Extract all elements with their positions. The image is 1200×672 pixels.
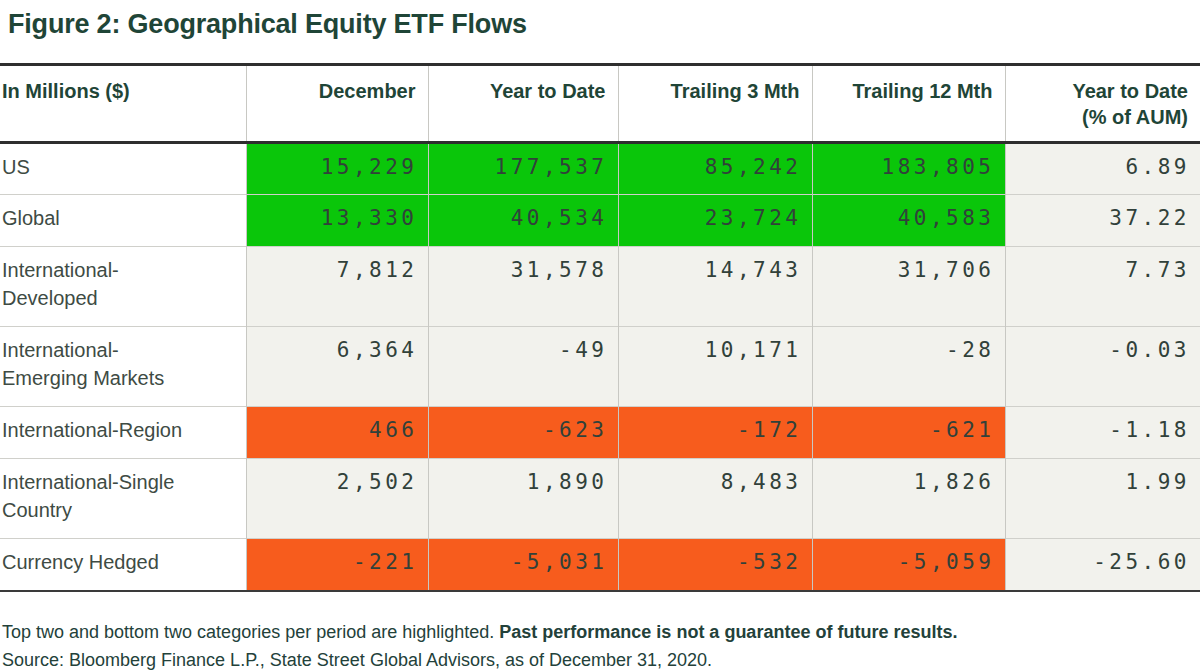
cell-value: 40,583 bbox=[812, 195, 1005, 247]
source-line: Source: Bloomberg Finance L.P., State St… bbox=[2, 646, 1200, 672]
row-label: International-Region bbox=[0, 407, 246, 459]
cell-value: -0.03 bbox=[1005, 327, 1200, 407]
header-row: In Millions ($) December Year to Date Tr… bbox=[0, 65, 1200, 143]
footnotes: Top two and bottom two categories per pe… bbox=[2, 618, 1200, 672]
table-row-international-region: International-Region 466 -623 -172 -621 … bbox=[0, 407, 1200, 459]
cell-value: 6,364 bbox=[246, 327, 428, 407]
column-header-in-millions: In Millions ($) bbox=[0, 65, 246, 143]
cell-value: -49 bbox=[428, 327, 618, 407]
row-label: International-Single Country bbox=[0, 459, 246, 539]
cell-value: 177,537 bbox=[428, 143, 618, 195]
cell-value: 6.89 bbox=[1005, 143, 1200, 195]
cell-value: 466 bbox=[246, 407, 428, 459]
cell-value: 1,826 bbox=[812, 459, 1005, 539]
cell-value: 14,743 bbox=[618, 247, 812, 327]
row-label: International- Developed bbox=[0, 247, 246, 327]
cell-value: -532 bbox=[618, 539, 812, 591]
row-label: International- Emerging Markets bbox=[0, 327, 246, 407]
column-header-trailing-3-mth: Trailing 3 Mth bbox=[618, 65, 812, 143]
cell-value: -1.18 bbox=[1005, 407, 1200, 459]
table-row-international-emerging: International- Emerging Markets 6,364 -4… bbox=[0, 327, 1200, 407]
cell-value: -172 bbox=[618, 407, 812, 459]
disclaimer-text: Past performance is not a guarantee of f… bbox=[499, 622, 957, 642]
cell-value: 8,483 bbox=[618, 459, 812, 539]
row-label: Global bbox=[0, 195, 246, 247]
etf-flows-table: In Millions ($) December Year to Date Tr… bbox=[0, 63, 1200, 592]
column-header-ytd-pct-aum: Year to Date (% of AUM) bbox=[1005, 65, 1200, 143]
cell-value: 23,724 bbox=[618, 195, 812, 247]
column-header-december: December bbox=[246, 65, 428, 143]
highlight-note: Top two and bottom two categories per pe… bbox=[2, 618, 1200, 646]
column-header-year-to-date: Year to Date bbox=[428, 65, 618, 143]
cell-value: 31,706 bbox=[812, 247, 1005, 327]
row-label: US bbox=[0, 143, 246, 195]
cell-value: -623 bbox=[428, 407, 618, 459]
table-row-currency-hedged: Currency Hedged -221 -5,031 -532 -5,059 … bbox=[0, 539, 1200, 591]
header-line-1: Year to Date bbox=[1006, 78, 1189, 104]
cell-value: 2,502 bbox=[246, 459, 428, 539]
header-line-2: (% of AUM) bbox=[1006, 104, 1189, 130]
cell-value: -221 bbox=[246, 539, 428, 591]
figure-title: Figure 2: Geographical Equity ETF Flows bbox=[0, 0, 1200, 40]
cell-value: 7,812 bbox=[246, 247, 428, 327]
cell-value: -5,031 bbox=[428, 539, 618, 591]
column-header-trailing-12-mth: Trailing 12 Mth bbox=[812, 65, 1005, 143]
table-row-us: US 15,229 177,537 85,242 183,805 6.89 bbox=[0, 143, 1200, 195]
cell-value: 13,330 bbox=[246, 195, 428, 247]
table-row-global: Global 13,330 40,534 23,724 40,583 37.22 bbox=[0, 195, 1200, 247]
cell-value: 183,805 bbox=[812, 143, 1005, 195]
table-row-international-single-country: International-Single Country 2,502 1,890… bbox=[0, 459, 1200, 539]
cell-value: 15,229 bbox=[246, 143, 428, 195]
cell-value: 10,171 bbox=[618, 327, 812, 407]
cell-value: 7.73 bbox=[1005, 247, 1200, 327]
cell-value: 1.99 bbox=[1005, 459, 1200, 539]
cell-value: 1,890 bbox=[428, 459, 618, 539]
cell-value: -5,059 bbox=[812, 539, 1005, 591]
figure-page: Figure 2: Geographical Equity ETF Flows … bbox=[0, 0, 1200, 672]
cell-value: 40,534 bbox=[428, 195, 618, 247]
row-label: Currency Hedged bbox=[0, 539, 246, 591]
cell-value: 37.22 bbox=[1005, 195, 1200, 247]
cell-value: 85,242 bbox=[618, 143, 812, 195]
cell-value: -28 bbox=[812, 327, 1005, 407]
cell-value: -621 bbox=[812, 407, 1005, 459]
table-row-international-developed: International- Developed 7,812 31,578 14… bbox=[0, 247, 1200, 327]
cell-value: 31,578 bbox=[428, 247, 618, 327]
cell-value: -25.60 bbox=[1005, 539, 1200, 591]
